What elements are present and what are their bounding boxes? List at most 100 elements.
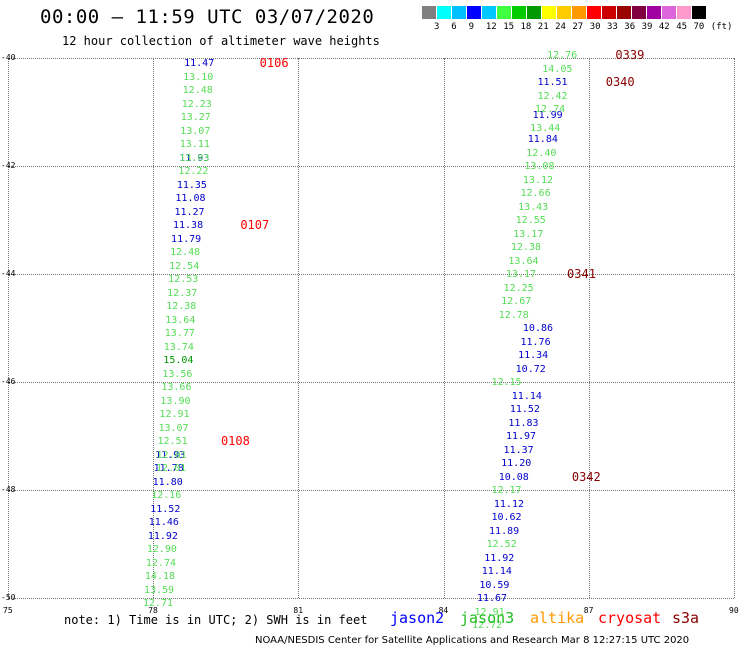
legend-color-box: [452, 6, 467, 19]
wave-height-value: 12.40: [526, 147, 557, 159]
wave-height-value: 12.16: [151, 490, 182, 502]
wave-height-value: 12.38: [510, 242, 541, 253]
wave-height-value: 13.08: [524, 161, 555, 172]
wave-height-value: 12.01: [156, 449, 187, 461]
wave-height-value: 11.78: [153, 463, 184, 475]
wave-height-value: 13.27: [180, 112, 211, 124]
wave-height-value: 12.71: [142, 598, 174, 610]
wave-height-value: 14.05: [542, 63, 573, 75]
wave-height-value: 14.18: [144, 571, 176, 583]
legend-tick-label: 15: [503, 22, 515, 32]
pass-time-label: 0341: [567, 267, 596, 281]
wave-height-value: 13.43: [518, 201, 549, 213]
wave-height-value: 11.92: [484, 552, 515, 564]
wave-height-value: 11.89: [489, 525, 520, 537]
wave-height-value: 12.66: [520, 188, 551, 199]
page-title: 00:00 — 11:59 UTC 03/07/2020: [40, 6, 375, 28]
legend-tick-label: 24: [555, 22, 566, 32]
wave-height-value: 12.78: [498, 309, 529, 321]
legend-color-box: [542, 6, 557, 19]
wave-height-value: 12.90: [146, 544, 177, 556]
wave-height-value: 12.91: [159, 409, 190, 421]
wave-height-value: 10.86: [522, 323, 554, 334]
latitude-gridline: [8, 382, 734, 383]
wave-height-value: 12.55: [515, 215, 546, 226]
legend-tick-label: 33: [607, 22, 618, 32]
wave-height-value: 11.47: [184, 58, 215, 70]
latitude-gridline: [8, 274, 734, 275]
satellite-legend-cryosat: cryosat: [598, 609, 662, 627]
wave-height-value: 13.77: [164, 328, 195, 340]
credit-line: NOAA/NESDIS Center for Satellite Applica…: [255, 635, 690, 646]
y-tick-label: -48: [1, 485, 16, 494]
wave-height-value: 11.34: [518, 350, 549, 361]
x-tick-label: 75: [3, 606, 13, 615]
wave-height-value: 13.56: [162, 368, 193, 380]
legend-color-box: [482, 6, 497, 19]
legend-tick-label: 18: [520, 22, 532, 32]
wave-height-value: 11.12: [493, 498, 524, 510]
wave-height-value: 12.17: [491, 485, 522, 496]
wave-height-value: 10.08: [498, 471, 529, 483]
wave-height-value: 11.52: [509, 404, 540, 415]
wave-height-value: 12.76: [547, 50, 578, 62]
wave-height-value: 12.91: [474, 606, 505, 618]
wave-height-value: 12.52: [486, 539, 517, 550]
wave-height-value: 13.64: [165, 314, 196, 326]
legend-tick-label: 70: [693, 22, 705, 32]
wave-height-value: 12.53: [168, 274, 199, 286]
legend-tick-label: 39: [641, 22, 653, 32]
wave-height-value: 13.17: [513, 228, 544, 240]
legend-color-box: [647, 6, 662, 19]
pass-time-label: 0339: [615, 48, 645, 63]
wave-height-value: 13.64: [508, 255, 539, 267]
legend-tick-label: 3: [434, 22, 440, 32]
wave-height-value: 12.23: [181, 98, 212, 110]
wave-height-value: 11.99: [532, 109, 563, 121]
legend-color-box: [617, 6, 632, 19]
latitude-gridline: [8, 490, 734, 491]
wave-height-value: 13.03: [179, 152, 210, 164]
y-tick-label: -46: [1, 377, 16, 386]
pass-time-label: 0106: [259, 56, 289, 71]
wave-height-value: 12.51: [157, 436, 188, 448]
legend-tick-label: 21: [537, 22, 549, 32]
legend-color-box: [527, 6, 542, 19]
legend-color-box: [497, 6, 512, 19]
wave-height-value: 15.04: [163, 355, 194, 367]
wave-height-value: 12.01: [156, 463, 187, 475]
wave-height-value: 11.37: [503, 444, 534, 456]
wave-height-value: 11.84: [527, 134, 558, 145]
legend-color-box: [602, 6, 617, 19]
color-legend-labels: 3 6 9 12 15 18 21 24 27 30 33 36 39 42 45 70 (ft): [422, 22, 740, 34]
latitude-gridline: [8, 598, 734, 599]
footnote: note: 1) Time is in UTC; 2) SWH is in fe…: [64, 613, 368, 627]
legend-color-box: [587, 6, 602, 19]
wave-height-value: 13.59: [143, 584, 175, 596]
legend-tick-label: 12: [485, 22, 497, 32]
satellite-legend-altika: altika: [530, 609, 585, 627]
pass-time-label: 0342: [571, 469, 601, 484]
legend-color-box: [572, 6, 587, 19]
pass-time-label: 0340: [605, 75, 635, 90]
wave-height-value: 11.83: [508, 417, 539, 429]
x-tick-label: 84: [438, 606, 449, 615]
wave-height-value: 12.48: [170, 247, 201, 259]
wave-height-value: 11.76: [520, 336, 551, 348]
legend-color-box: [677, 6, 692, 19]
legend-color-box: [437, 6, 452, 19]
y-tick-label: -44: [1, 269, 16, 278]
wave-height-value: 11.52: [150, 503, 181, 515]
latitude-gridline: [8, 58, 734, 59]
longitude-gridline: [298, 58, 300, 598]
legend-tick-label: (ft): [710, 22, 733, 32]
legend-tick-label: 27: [572, 22, 584, 32]
wave-height-value: 13.66: [161, 382, 192, 394]
wave-height-value: 11.79: [171, 233, 202, 245]
wave-height-value: 11.80: [152, 476, 183, 488]
longitude-gridline: [588, 58, 590, 598]
legend-color-box: [692, 6, 707, 19]
wave-height-value: 13.44: [530, 123, 561, 135]
longitude-gridline: [443, 58, 445, 598]
